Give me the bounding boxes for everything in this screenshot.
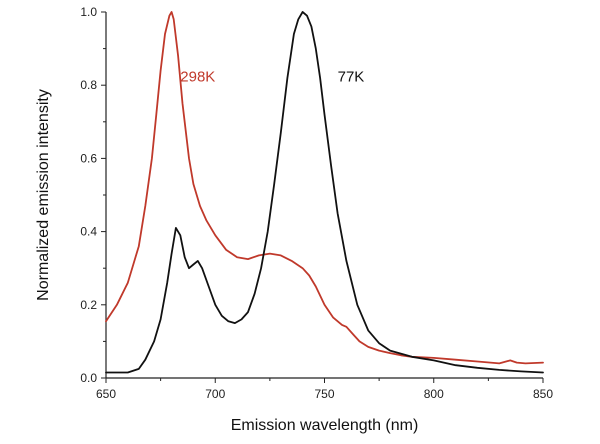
series-line-77k <box>105 11 544 374</box>
series-label-298k: 298K <box>180 69 215 86</box>
annotations: 298K 77K <box>180 69 364 86</box>
y-tick-label: 1.0 <box>80 5 97 19</box>
x-axis-title: Emission wavelength (nm) <box>231 417 419 434</box>
x-tick-label: 650 <box>96 387 116 401</box>
x-tick-label: 750 <box>314 387 334 401</box>
series-line-298k <box>105 11 544 365</box>
y-tick-label: 0.4 <box>80 225 97 239</box>
series-lines <box>105 11 544 374</box>
x-tick-label: 700 <box>205 387 225 401</box>
y-tick-label: 0.8 <box>80 78 97 92</box>
y-axis-title: Normalized emission intensity <box>35 89 52 301</box>
x-tick-label: 850 <box>533 387 553 401</box>
x-tick-label: 800 <box>424 387 444 401</box>
series-label-77k: 77K <box>338 69 365 86</box>
ticks: 650 700 750 800 850 0.0 0.2 0.4 0.6 0.8 1.0 <box>80 5 553 401</box>
y-tick-label: 0.6 <box>80 151 97 165</box>
y-tick-label: 0.2 <box>80 298 97 312</box>
y-tick-label: 0.0 <box>80 371 97 385</box>
axes <box>105 12 543 379</box>
